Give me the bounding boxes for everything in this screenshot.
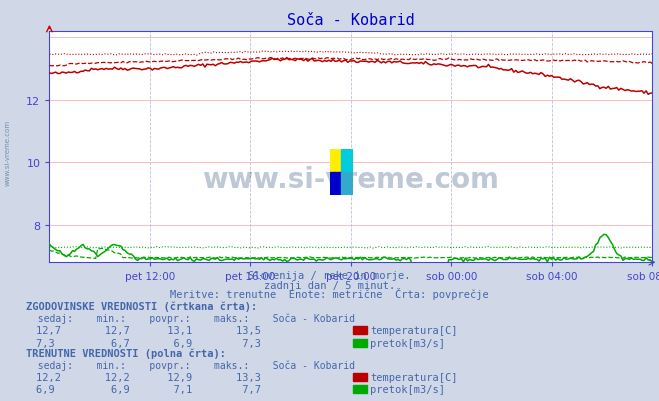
Text: temperatura[C]: temperatura[C] — [370, 325, 458, 335]
Bar — [341, 150, 353, 173]
Title: Soča - Kobarid: Soča - Kobarid — [287, 13, 415, 28]
Text: ZGODOVINSKE VREDNOSTI (črtkana črta):: ZGODOVINSKE VREDNOSTI (črtkana črta): — [26, 301, 258, 312]
Text: zadnji dan / 5 minut.: zadnji dan / 5 minut. — [264, 280, 395, 290]
Text: pretok[m3/s]: pretok[m3/s] — [370, 384, 445, 394]
Text: Meritve: trenutne  Enote: metrične  Črta: povprečje: Meritve: trenutne Enote: metrične Črta: … — [170, 288, 489, 300]
Text: pretok[m3/s]: pretok[m3/s] — [370, 338, 445, 348]
Text: temperatura[C]: temperatura[C] — [370, 372, 458, 382]
Text: 12,7       12,7      13,1       13,5: 12,7 12,7 13,1 13,5 — [36, 325, 261, 335]
Text: sedaj:    min.:    povpr.:    maks.:    Soča - Kobarid: sedaj: min.: povpr.: maks.: Soča - Kobar… — [26, 313, 355, 323]
Text: 7,3         6,7       6,9        7,3: 7,3 6,7 6,9 7,3 — [36, 338, 261, 348]
Text: www.si-vreme.com: www.si-vreme.com — [202, 166, 500, 194]
Text: TRENUTNE VREDNOSTI (polna črta):: TRENUTNE VREDNOSTI (polna črta): — [26, 348, 226, 358]
Text: 6,9         6,9       7,1        7,7: 6,9 6,9 7,1 7,7 — [36, 384, 261, 394]
Text: 12,2       12,2      12,9       13,3: 12,2 12,2 12,9 13,3 — [36, 372, 261, 382]
Bar — [341, 173, 353, 196]
Text: www.si-vreme.com: www.si-vreme.com — [5, 119, 11, 185]
Text: Slovenija / reke in morje.: Slovenija / reke in morje. — [248, 271, 411, 281]
Bar — [330, 150, 341, 173]
Bar — [330, 173, 341, 196]
Text: sedaj:    min.:    povpr.:    maks.:    Soča - Kobarid: sedaj: min.: povpr.: maks.: Soča - Kobar… — [26, 359, 355, 370]
